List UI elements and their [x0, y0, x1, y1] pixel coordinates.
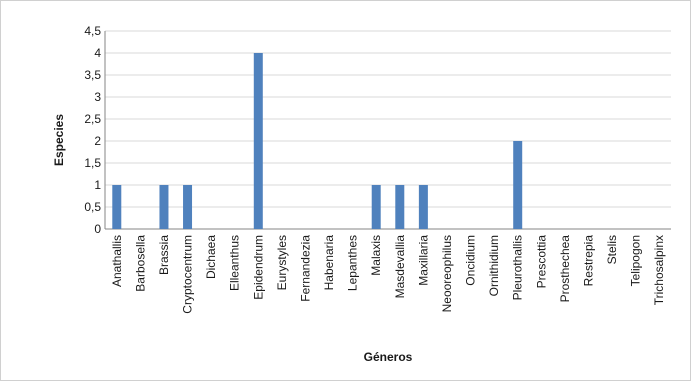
bar-cryptocentrum — [183, 185, 193, 229]
x-tick-label: Trichosalpinx — [652, 235, 666, 305]
x-tick-label: Epidendrum — [251, 235, 265, 300]
grid-layer — [104, 30, 671, 230]
y-tick-label: 1 — [94, 178, 101, 192]
x-tick-label: Habenaria — [322, 235, 336, 291]
x-tick-label: Dichaea — [204, 235, 218, 279]
x-tick-label: Stelis — [605, 235, 619, 264]
bar-layer — [112, 53, 523, 229]
y-tick-label: 1,5 — [84, 156, 101, 170]
bar-malaxis — [371, 185, 381, 229]
bar-anathallis — [112, 185, 122, 229]
y-tick-label: 2 — [94, 134, 101, 148]
y-tick-label: 3,5 — [84, 68, 101, 82]
y-axis-title: Especies — [52, 114, 66, 166]
x-tick-label: Maxillaria — [416, 235, 430, 286]
x-tick-label: Brassia — [157, 235, 171, 275]
x-tick-label: Neooreophilus — [440, 235, 454, 312]
y-tick-label: 0,5 — [84, 200, 101, 214]
x-tick-label: Prescottia — [534, 235, 548, 289]
x-tick-label: Anathallis — [110, 235, 124, 287]
x-tick-label: Barbosella — [133, 235, 147, 292]
x-tick-label: Masdevallia — [393, 235, 407, 299]
x-tick-label: Telipogon — [629, 235, 643, 286]
y-tick-label: 3 — [94, 90, 101, 104]
bar-brassia — [159, 185, 169, 229]
x-tick-label: Cryptocentrum — [181, 235, 195, 314]
bar-epidendrum — [253, 53, 263, 229]
x-tick-label: Prosthechea — [558, 235, 572, 303]
bar-maxillaria — [418, 185, 428, 229]
bar-masdevallia — [395, 185, 405, 229]
x-tick-label: Oncidium — [464, 235, 478, 286]
x-tick-label: Fernandezia — [298, 235, 312, 302]
x-tick-label: Ornithidium — [487, 235, 501, 296]
y-tick-labels: 0 0,5 1 1,5 2 2,5 3 3,5 4 4,5 — [84, 24, 101, 236]
bar-pleurothallis — [513, 141, 523, 229]
y-tick-label: 4,5 — [84, 24, 101, 38]
y-tick-label: 0 — [94, 222, 101, 236]
x-tick-label: Eurystyles — [275, 235, 289, 290]
x-tick-label: Malaxis — [369, 235, 383, 276]
x-axis-title: Géneros — [364, 350, 413, 364]
y-tick-label: 2,5 — [84, 112, 101, 126]
x-tick-label: Elleanthus — [228, 235, 242, 291]
x-tick-label: Restrepia — [581, 235, 595, 287]
x-tick-label: Lepanthes — [346, 235, 360, 291]
x-tick-labels: Anathallis Barbosella Brassia Cryptocentrum… — [110, 235, 666, 314]
y-tick-label: 4 — [94, 46, 101, 60]
x-tick-label: Pleurothallis — [511, 235, 525, 300]
